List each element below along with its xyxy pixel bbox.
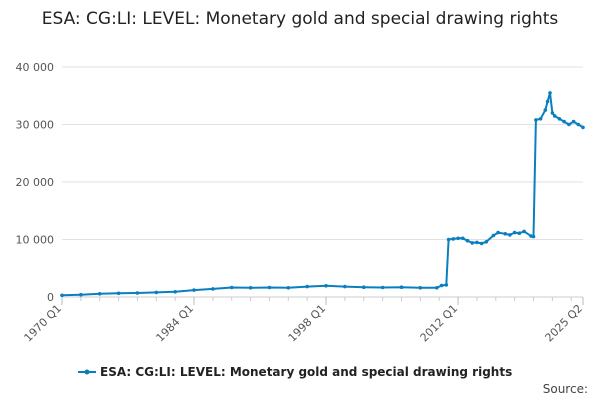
data-point[interactable] [267,285,272,290]
y-tick-label: 20 000 [16,176,55,189]
data-point[interactable] [512,230,517,235]
data-point[interactable] [562,119,566,124]
data-point[interactable] [211,287,215,291]
data-point[interactable] [552,114,557,118]
data-point[interactable] [192,288,196,292]
y-tick-label: 30 000 [16,119,55,132]
data-point[interactable] [543,108,548,112]
data-point[interactable] [531,234,536,239]
y-tick-label: 0 [47,291,54,304]
data-point[interactable] [557,117,562,121]
legend: ESA: CG:LI: LEVEL: Monetary gold and spe… [78,365,512,379]
x-tick-label: 1998 Q1 [286,302,329,345]
x-tick-label: 2012 Q1 [418,302,461,345]
data-point[interactable] [154,290,159,295]
data-point[interactable] [324,284,328,288]
data-point[interactable] [135,291,140,295]
data-point[interactable] [567,122,571,127]
data-point[interactable] [305,284,310,289]
x-tick-label: 2025 Q2 [543,302,586,345]
x-axis-tick-labels: 1970 Q1 1984 Q1 1998 Q1 2012 Q1 2025 Q2 [22,302,586,345]
data-point[interactable] [548,91,552,95]
data-point[interactable] [461,236,465,241]
data-point[interactable] [116,291,121,296]
data-point[interactable] [538,117,543,121]
data-point[interactable] [286,286,291,290]
data-point[interactable] [451,237,456,241]
data-point[interactable] [550,111,555,115]
data-point[interactable] [444,283,449,287]
axes [61,296,584,305]
data-point[interactable] [470,241,475,245]
data-point[interactable] [79,292,83,297]
data-point[interactable] [496,230,500,235]
series-layer [60,91,585,298]
y-tick-label: 40 000 [16,61,55,74]
x-tick-label: 1970 Q1 [22,302,65,345]
legend-dot-marker [84,369,90,375]
data-point[interactable] [581,125,585,130]
data-point[interactable] [418,286,423,290]
data-point[interactable] [479,241,484,246]
data-point[interactable] [248,286,253,290]
data-point[interactable] [571,119,576,124]
data-point[interactable] [491,233,496,238]
data-point[interactable] [576,122,581,127]
data-point[interactable] [503,232,508,236]
data-point[interactable] [362,285,366,290]
chart-title: ESA: CG:LI: LEVEL: Monetary gold and spe… [41,9,559,29]
data-point[interactable] [522,229,526,234]
data-point[interactable] [173,290,177,294]
data-point[interactable] [446,237,451,242]
data-point[interactable] [465,238,470,243]
data-point[interactable] [435,286,439,290]
data-point[interactable] [343,284,347,289]
data-point[interactable] [517,231,522,235]
series-line [61,91,584,297]
grid-lines [62,66,583,240]
data-point[interactable] [399,285,404,290]
data-point[interactable] [97,292,102,296]
source-label: Source: [543,382,588,396]
data-point[interactable] [60,293,64,298]
y-axis-tick-labels: 0 10 000 20 000 30 000 40 000 [16,61,55,304]
data-point[interactable] [508,233,512,237]
data-point[interactable] [475,240,479,245]
data-point[interactable] [545,99,550,104]
legend-label: ESA: CG:LI: LEVEL: Monetary gold and spe… [100,365,512,379]
x-tick-label: 1984 Q1 [154,302,197,345]
data-point[interactable] [456,236,460,241]
y-tick-label: 10 000 [16,234,55,247]
data-point[interactable] [229,285,234,290]
data-point[interactable] [380,285,385,290]
data-point[interactable] [439,283,444,288]
data-point[interactable] [484,240,489,244]
data-point[interactable] [534,118,538,122]
